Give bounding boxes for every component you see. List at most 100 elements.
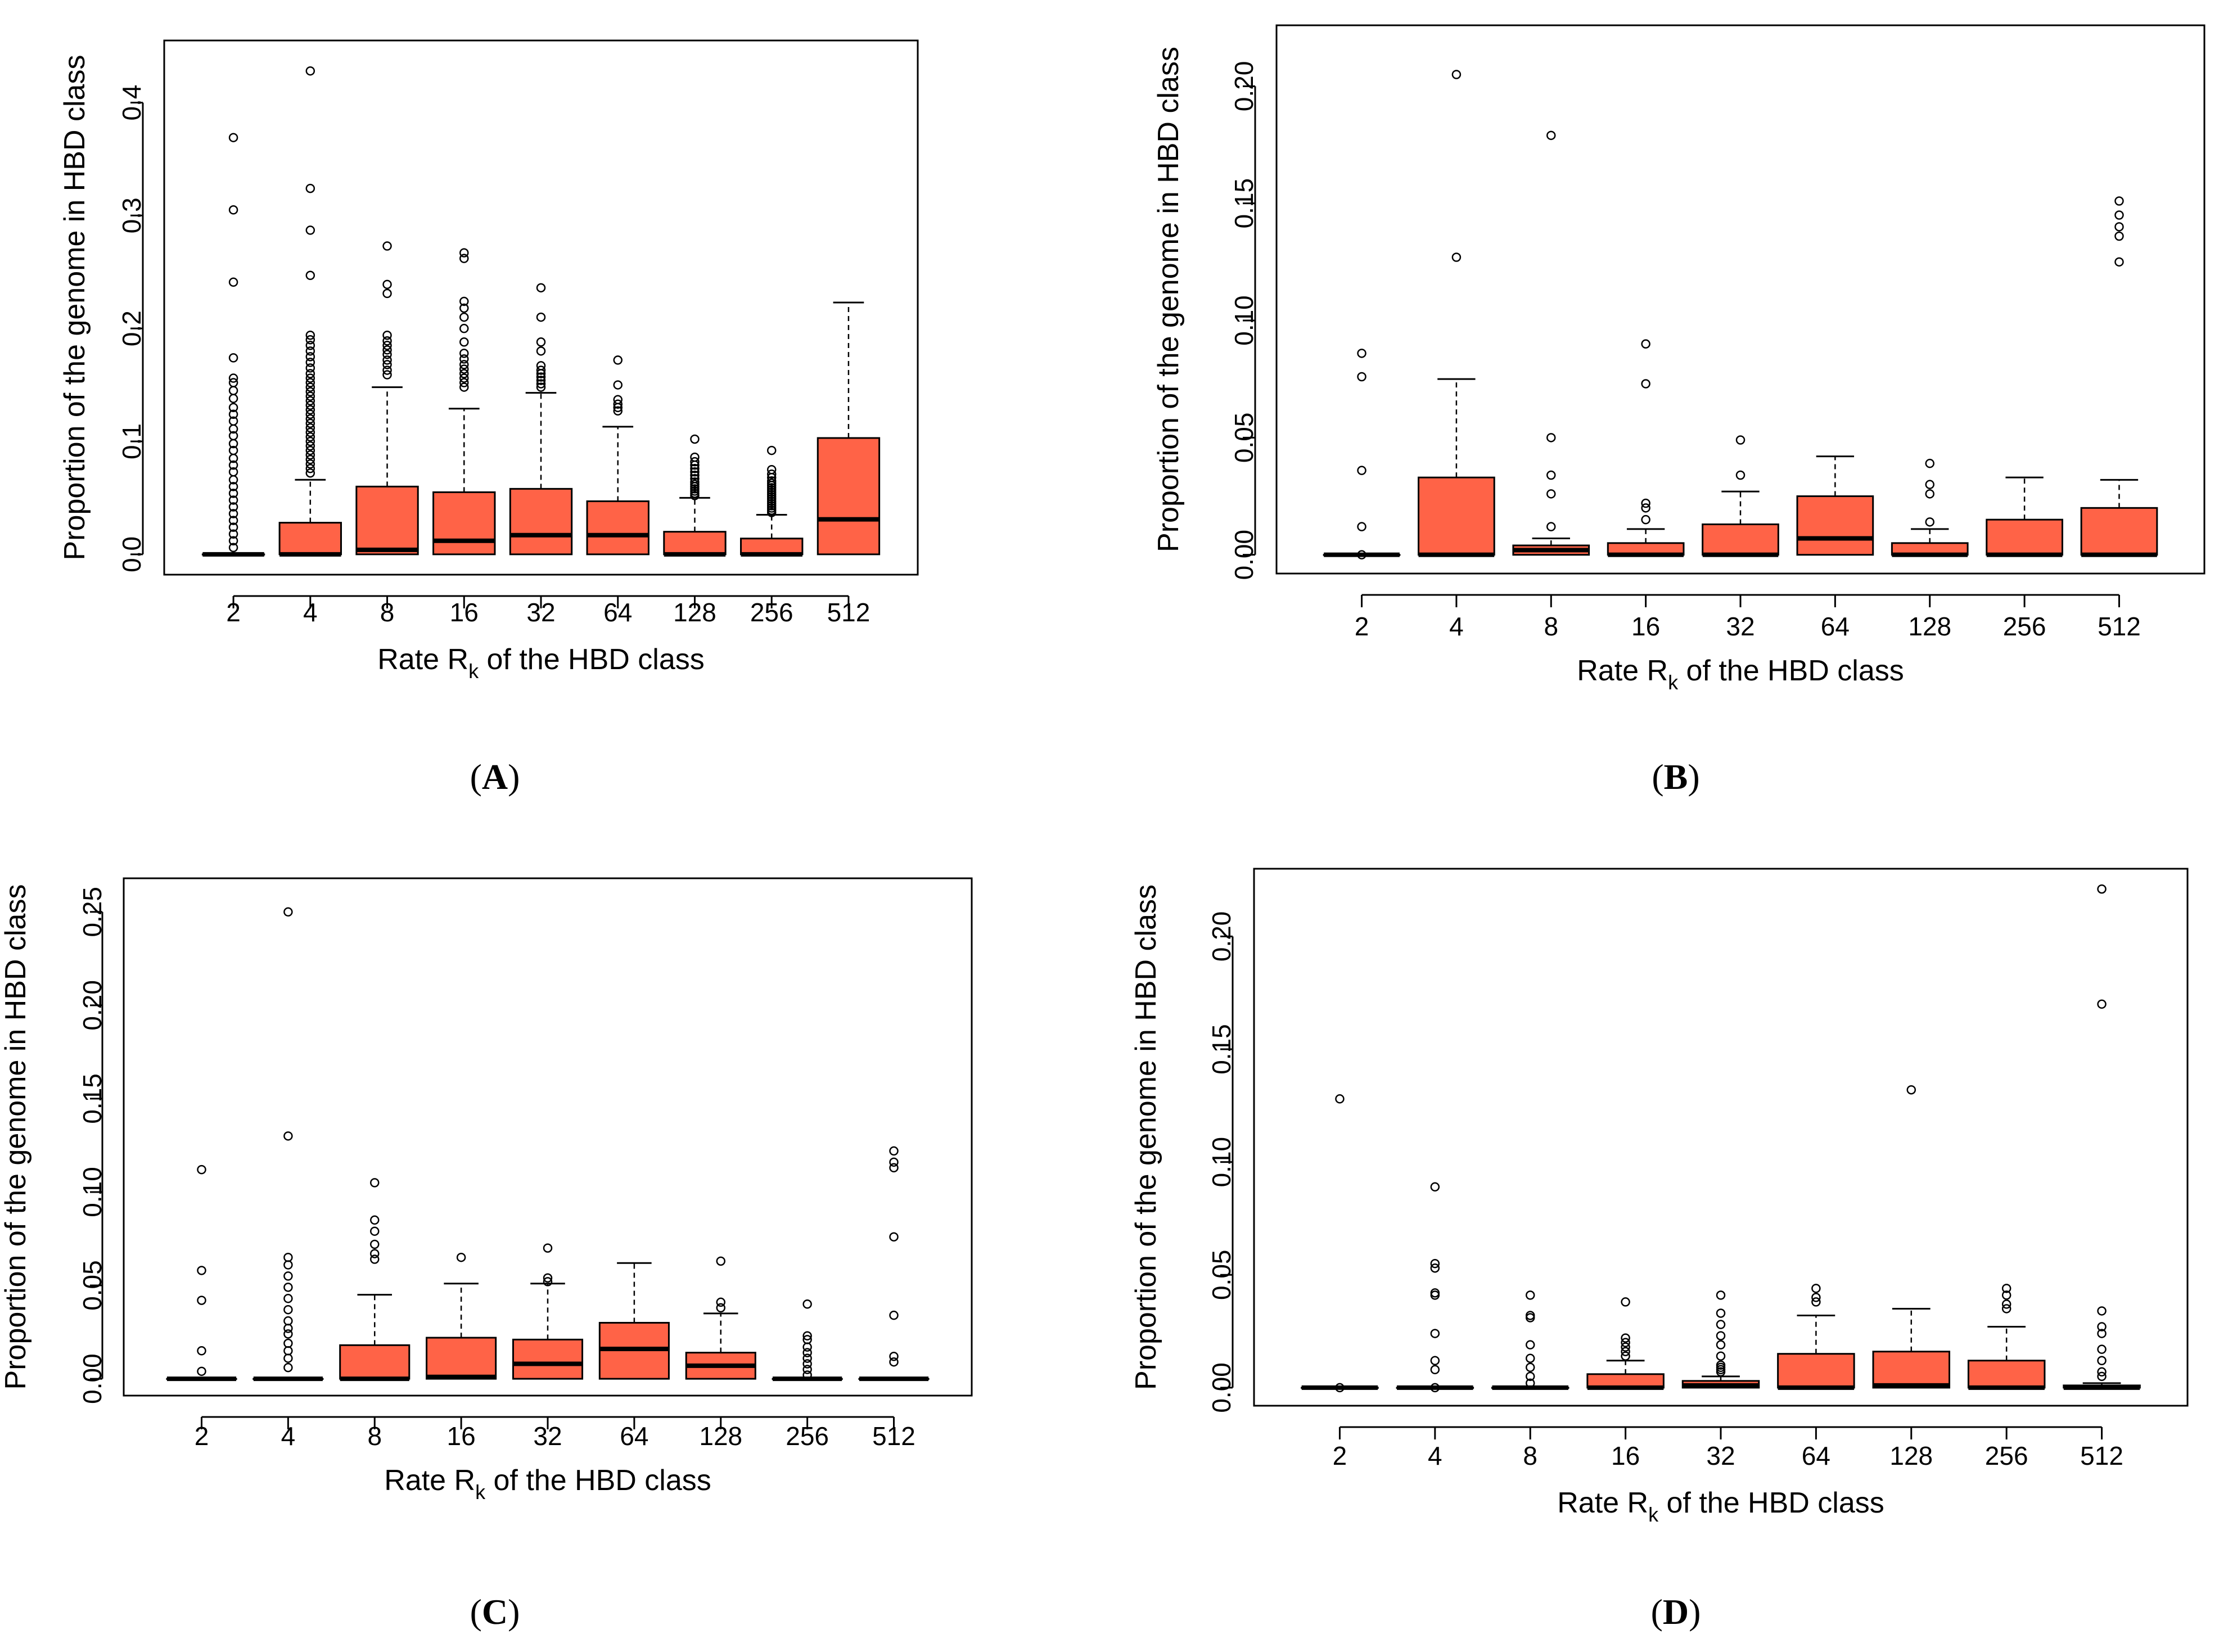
box-32: [509, 283, 573, 556]
outlier-point: [369, 1249, 380, 1258]
outlier-point: [613, 399, 623, 409]
outlier-point: [283, 907, 293, 917]
outlier-point: [305, 418, 315, 428]
outlier-point: [802, 1299, 812, 1309]
outlier-point: [305, 330, 315, 340]
outlier-point: [2097, 1306, 2107, 1316]
panel-caption-c: (C): [470, 1592, 520, 1632]
outlier-point: [2097, 1322, 2107, 1331]
outlier-point: [369, 1215, 380, 1225]
y-tick-label: 0.0: [117, 536, 146, 572]
box-2: [1323, 349, 1401, 559]
outlier-point: [536, 376, 546, 385]
iqr-box: [740, 538, 804, 556]
box-32: [1681, 1290, 1760, 1389]
x-tick-label: 4: [1449, 612, 1464, 641]
outlier-point: [2001, 1290, 2011, 1300]
outlier-point: [459, 254, 469, 263]
x-tick-label: 32: [1726, 612, 1755, 641]
plot-frame: [123, 877, 973, 1397]
y-tick-label: 0.05: [78, 1260, 107, 1311]
y-tick-label: 0.05: [1229, 413, 1259, 463]
x-tick-label: 512: [2080, 1441, 2123, 1470]
chart-panel-b: 0.00 0.05 0.10 0.15 0.20 2 4 8 16 32 64 128 256 512 Ra…: [1152, 24, 2206, 694]
outlier-point: [802, 1353, 812, 1363]
x-axis-title: Rate Rk of the HBD class: [1577, 655, 1904, 694]
x-axis-title-main: Rate R: [1577, 655, 1668, 687]
x-tick-label: 32: [1706, 1441, 1735, 1470]
outlier-point: [1546, 522, 1556, 531]
box-4: [252, 907, 324, 1382]
iqr-box: [1796, 495, 1874, 556]
outlier-point: [459, 303, 469, 313]
outlier-point: [1925, 517, 1934, 527]
outlier-point: [1716, 1308, 1726, 1318]
y-tick-label: 0.10: [1229, 295, 1259, 346]
outlier-point: [2097, 999, 2107, 1009]
x-tick-label: 8: [1544, 612, 1558, 641]
outlier-point: [305, 463, 315, 473]
x-axis-title-subscript: k: [468, 660, 479, 683]
outlier-point: [543, 1243, 553, 1253]
outlier-point: [382, 345, 392, 355]
x-axis-title-main: Rate R: [1557, 1487, 1648, 1519]
iqr-box: [509, 488, 573, 556]
iqr-box: [663, 531, 727, 556]
box-128: [685, 1256, 756, 1380]
outlier-point: [889, 1357, 899, 1367]
outlier-point: [228, 424, 238, 434]
outlier-point: [305, 369, 315, 378]
outlier-point: [382, 360, 392, 369]
outlier-point: [228, 453, 238, 463]
x-tick-label: 4: [281, 1421, 296, 1451]
outlier-point: [305, 454, 315, 464]
iqr-box: [1702, 523, 1779, 556]
box-256: [1986, 476, 2063, 557]
outlier-point: [228, 403, 238, 412]
outlier-point: [305, 225, 315, 235]
box-64: [1777, 1284, 1855, 1390]
outlier-point: [382, 365, 392, 375]
outlier-point: [613, 403, 623, 412]
x-tick-label: 512: [827, 598, 871, 627]
x-axis-title-rest: of the HBD class: [479, 643, 705, 676]
outlier-point: [283, 1294, 293, 1303]
outlier-point: [456, 1252, 466, 1262]
y-tick-label: 0.10: [1207, 1137, 1236, 1188]
outlier-point: [1716, 1367, 1726, 1377]
outlier-point: [1621, 1342, 1630, 1352]
x-axis-title-subscript: k: [1648, 1503, 1659, 1526]
outlier-point: [1641, 514, 1650, 525]
outlier-point: [283, 1305, 293, 1315]
outlier-point: [305, 405, 315, 415]
outlier-point: [766, 508, 777, 517]
outlier-point: [228, 353, 238, 363]
x-tick-label: 64: [603, 598, 632, 627]
x-tick-label: 128: [1908, 612, 1951, 641]
y-tick-label: 0.20: [1207, 911, 1236, 962]
outlier-point: [2097, 1356, 2107, 1365]
y-axis-title: Proportion of the genome in HBD class: [1130, 884, 1162, 1390]
outlier-point: [283, 1324, 293, 1333]
outlier-point: [2097, 1367, 2107, 1377]
box-32: [512, 1243, 584, 1380]
outlier-point: [305, 352, 315, 362]
outlier-point: [228, 522, 238, 532]
x-tick-label: 256: [786, 1421, 829, 1451]
outlier-point: [382, 350, 392, 359]
outlier-point: [459, 296, 469, 306]
outlier-point: [1430, 1329, 1440, 1338]
outlier-point: [459, 248, 469, 258]
outlier-point: [382, 355, 392, 365]
box-2: [201, 133, 265, 557]
outlier-point: [889, 1310, 899, 1320]
box-4: [1418, 70, 1495, 557]
x-axis-title: Rate Rk of the HBD class: [1557, 1487, 1884, 1526]
panel-caption-a: (A): [470, 757, 520, 797]
box-64: [1796, 455, 1874, 556]
outlier-point: [1925, 489, 1934, 499]
iqr-box: [2080, 507, 2158, 556]
panel-caption-b: (B): [1652, 757, 1700, 797]
outlier-point: [228, 394, 238, 403]
outlier-point: [382, 341, 392, 350]
